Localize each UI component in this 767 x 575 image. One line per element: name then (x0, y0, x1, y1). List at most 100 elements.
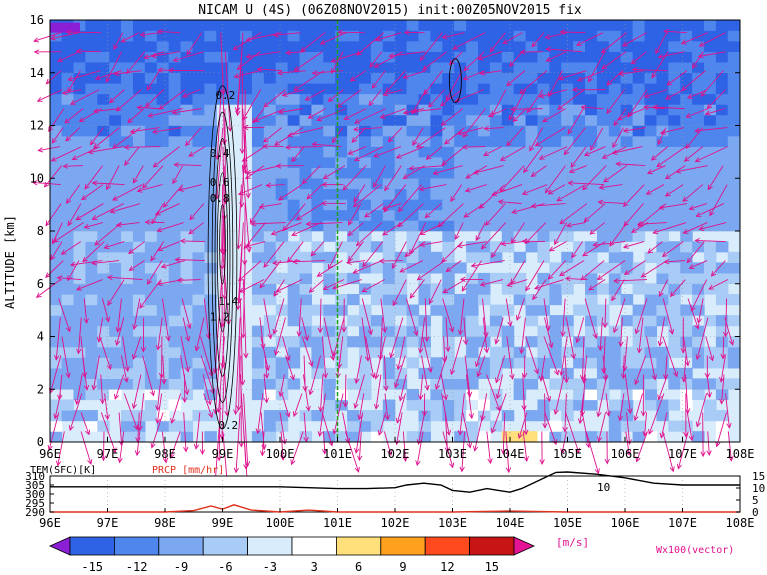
shading-cell (608, 188, 622, 200)
shading-cell (192, 135, 205, 147)
shading-cell (121, 93, 134, 105)
shading-cell (430, 262, 443, 274)
shading-cell (632, 40, 646, 52)
shading-cell (275, 83, 289, 95)
shading-cell (180, 431, 194, 443)
wind-vector (725, 393, 732, 429)
shading-cell (632, 177, 646, 190)
shading-cell (727, 30, 741, 42)
shading-cell (382, 357, 396, 369)
shading-cell (596, 315, 610, 327)
shading-cell (263, 230, 277, 242)
wind-vector (571, 241, 583, 259)
wind-vector (94, 222, 123, 246)
shading-cell (596, 367, 610, 379)
shading-cell (299, 19, 313, 31)
shading-cell (370, 40, 384, 52)
shading-cell (573, 399, 586, 411)
shading-cell (382, 93, 396, 105)
shading-cell (537, 304, 550, 316)
shading-cell (489, 156, 503, 168)
shading-cell (561, 30, 574, 42)
shading-cell (382, 40, 396, 52)
shading-cell (263, 156, 277, 168)
shading-cell (537, 156, 550, 168)
shading-cell (537, 104, 550, 116)
wind-vector (395, 146, 425, 159)
wind-vector (544, 165, 566, 194)
shading-cell (549, 19, 562, 31)
wind-vector (681, 355, 687, 383)
shading-cell (287, 146, 301, 158)
wind-vector (684, 374, 691, 415)
wind-vector (278, 374, 285, 398)
shading-cell (240, 19, 253, 31)
shading-cell (109, 262, 122, 274)
shading-cell (97, 283, 110, 295)
wind-vector (182, 317, 191, 342)
shading-cell (466, 304, 479, 316)
shading-cell (359, 167, 372, 179)
shading-cell (347, 294, 360, 306)
shading-cell (501, 61, 515, 74)
shading-cell (311, 61, 324, 74)
shading-cell (323, 19, 336, 31)
shading-cell (180, 230, 194, 242)
shading-cell (251, 209, 265, 221)
shading-cell (132, 93, 146, 105)
wind-vector (345, 259, 366, 265)
wind-vector (399, 260, 424, 273)
shading-cell (727, 93, 741, 105)
wind-vector (106, 274, 143, 281)
shading-cell (61, 135, 75, 147)
shading-cell (704, 30, 717, 42)
wind-vector (463, 51, 485, 72)
wind-vector (697, 51, 726, 59)
shading-cell (585, 167, 598, 179)
shading-cell (585, 146, 598, 158)
shading-cell (489, 104, 503, 116)
y-tick-label: 6 (37, 277, 44, 291)
wind-vector (543, 298, 551, 332)
shading-cell (323, 83, 336, 95)
shading-cell (132, 114, 146, 126)
shading-cell (406, 177, 420, 190)
wind-vector (250, 221, 286, 227)
wind-vector (202, 374, 212, 406)
wind-vector (454, 222, 464, 241)
shading-cell (311, 93, 324, 105)
shading-cell (240, 83, 253, 95)
shading-cell (513, 156, 527, 168)
wind-vector (67, 70, 101, 82)
shading-cell (680, 399, 693, 411)
shading-cell (644, 156, 658, 168)
shading-cell (644, 83, 658, 95)
shading-cell (501, 209, 515, 221)
shading-cell (620, 30, 634, 42)
shading-cell (275, 30, 289, 42)
wind-vector (354, 412, 364, 454)
shading-cell (442, 272, 455, 285)
shading-cell (632, 61, 646, 74)
shading-cell (418, 262, 431, 274)
shading-cell (430, 146, 443, 158)
wind-vector (397, 184, 422, 213)
shading-cell (489, 346, 503, 358)
shading-cell (513, 19, 527, 31)
wind-vector (103, 241, 125, 250)
shading-cell (704, 135, 717, 147)
wind-vector (242, 89, 262, 121)
shading-cell (668, 51, 681, 63)
surface-left-tick-label: 310 (25, 470, 45, 483)
wind-vector (456, 241, 487, 249)
wind-vector (33, 32, 61, 43)
shading-cell (537, 93, 550, 105)
shading-cell (704, 83, 717, 95)
shading-cell (263, 199, 277, 211)
shading-cell (466, 146, 479, 158)
shading-cell (323, 315, 336, 327)
shading-cell (204, 241, 217, 253)
shading-cell (489, 367, 503, 379)
wind-vector (609, 222, 628, 247)
